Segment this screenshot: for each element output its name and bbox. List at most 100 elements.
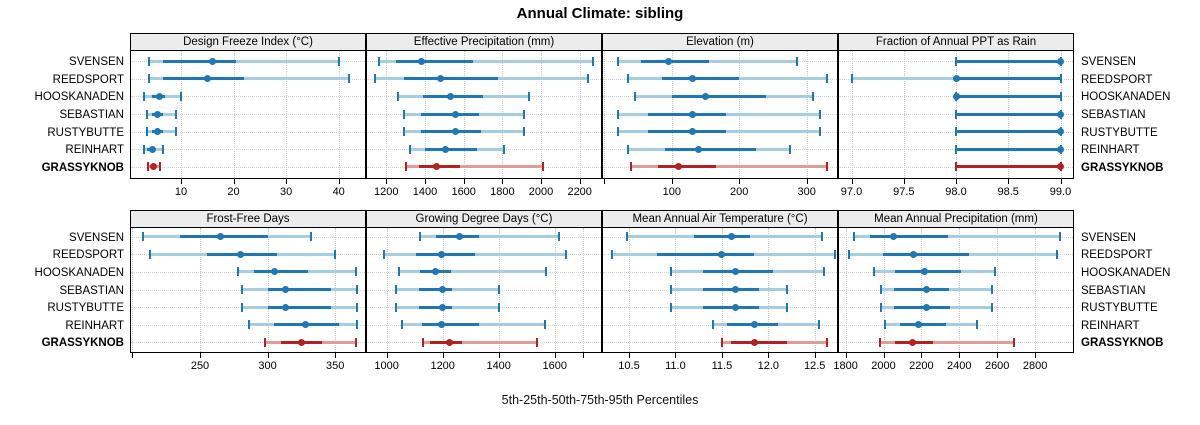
whisker-cap <box>497 285 500 294</box>
whisker-cap <box>616 127 619 137</box>
median-dot <box>688 128 696 136</box>
axis-tick <box>629 353 630 358</box>
median-dot <box>1057 57 1064 65</box>
iqr-band-25-75 <box>661 77 740 81</box>
median-dot <box>922 286 930 293</box>
axis-tick <box>739 179 741 184</box>
whisker-cap <box>180 91 182 101</box>
whisker-cap <box>616 109 619 119</box>
whisker-cap <box>586 74 589 84</box>
panel-6 <box>602 228 838 353</box>
whisker-cap <box>788 144 791 154</box>
axis-tick <box>463 179 465 184</box>
median-dot <box>1057 128 1064 136</box>
whisker-cap <box>1059 91 1062 101</box>
median-dot <box>910 250 918 258</box>
iqr-band-25-75 <box>882 252 969 256</box>
iqr-band-25-75 <box>267 305 332 309</box>
median-dot <box>216 233 224 241</box>
whisker-cap <box>834 249 837 259</box>
gridline-horizontal <box>131 149 365 151</box>
median-dot <box>439 286 447 293</box>
row-label-left: REEDSPORT <box>52 73 124 86</box>
whisker-cap <box>1055 249 1058 259</box>
whisker-cap <box>990 285 993 294</box>
whisker-cap <box>850 74 853 84</box>
whisker-cap <box>821 232 824 242</box>
iqr-band-25-75 <box>894 270 962 274</box>
axis-tick <box>671 179 673 184</box>
whisker-cap <box>818 320 821 330</box>
axis-tick-label: 1800 <box>833 360 858 372</box>
median-dot <box>456 233 463 241</box>
whisker-cap <box>402 109 405 119</box>
whisker-cap <box>785 285 788 294</box>
axis-tick-label: 12.5 <box>803 360 826 372</box>
axis-tick <box>541 179 542 184</box>
median-dot <box>1057 110 1064 118</box>
row-label-right: RUSTYBUTTE <box>1081 126 1158 139</box>
iqr-band-25-75 <box>656 252 755 256</box>
gridline-horizontal <box>131 166 365 168</box>
gridline-horizontal <box>131 96 365 98</box>
median-dot <box>446 338 454 346</box>
axis-tick <box>425 179 426 184</box>
row-label-left: HOOSKANADEN <box>34 91 124 104</box>
median-dot <box>922 303 930 311</box>
median-dot <box>732 268 740 276</box>
whisker-cap <box>148 74 151 84</box>
median-dot <box>417 57 425 65</box>
whisker-cap <box>627 74 629 84</box>
axis-tick-label: 10.5 <box>618 360 640 372</box>
median-dot <box>750 321 758 329</box>
axis-tick <box>132 353 134 358</box>
median-dot <box>732 286 740 293</box>
panel-strip: Effective Precipitation (mm) <box>366 33 602 51</box>
iqr-band-25-75 <box>418 305 453 309</box>
whisker-cap <box>247 320 250 330</box>
median-dot <box>920 268 928 276</box>
whisker-5-95 <box>149 77 350 81</box>
median-dot <box>203 75 211 83</box>
axis-tick <box>286 179 288 184</box>
whisker-cap <box>497 302 500 312</box>
iqr-band-25-75 <box>648 130 726 134</box>
whisker-cap <box>825 162 828 172</box>
iqr-band-25-75 <box>396 59 474 63</box>
axis-tick-label: 2800 <box>1022 360 1048 372</box>
axis-tick-label: 12.0 <box>757 360 780 372</box>
whisker-cap <box>309 232 312 242</box>
row-label-left: REEDSPORT <box>52 249 124 262</box>
iqr-band-25-75 <box>731 340 787 344</box>
whisker-cap <box>955 127 957 137</box>
gridline-horizontal <box>131 114 365 115</box>
row-label-right: HOOSKANADEN <box>1081 91 1171 104</box>
whisker-5-95 <box>420 235 559 239</box>
whisker-cap <box>408 144 411 154</box>
row-label-right: SVENSEN <box>1081 231 1136 244</box>
iqr-band-25-75 <box>956 59 1061 63</box>
row-label-right: SEBASTIAN <box>1081 109 1146 121</box>
median-dot <box>451 128 459 136</box>
axis-tick-label: 97.5 <box>893 186 915 198</box>
panel-strip-title: Effective Precipitation (mm) <box>413 36 555 48</box>
row-label-right: HOOSKANADEN <box>1081 266 1171 279</box>
whisker-cap <box>542 162 544 172</box>
whisker-cap <box>377 56 380 66</box>
row-label-left: SEBASTIAN <box>59 284 124 297</box>
median-dot <box>281 303 289 311</box>
whisker-cap <box>263 337 266 347</box>
axis-tick <box>851 179 853 184</box>
whisker-cap <box>422 337 424 347</box>
median-dot <box>451 110 459 118</box>
panel-0 <box>130 51 366 179</box>
axis-tick-label: 100 <box>662 186 681 198</box>
axis-tick <box>959 353 961 358</box>
row-label-left: SEBASTIAN <box>59 109 124 121</box>
median-dot <box>437 250 445 258</box>
axis-tick-label: 1800 <box>490 186 515 198</box>
whisker-cap <box>404 162 407 172</box>
whisker-cap <box>720 337 723 347</box>
axis-tick <box>386 353 388 358</box>
whisker-cap <box>884 320 887 330</box>
